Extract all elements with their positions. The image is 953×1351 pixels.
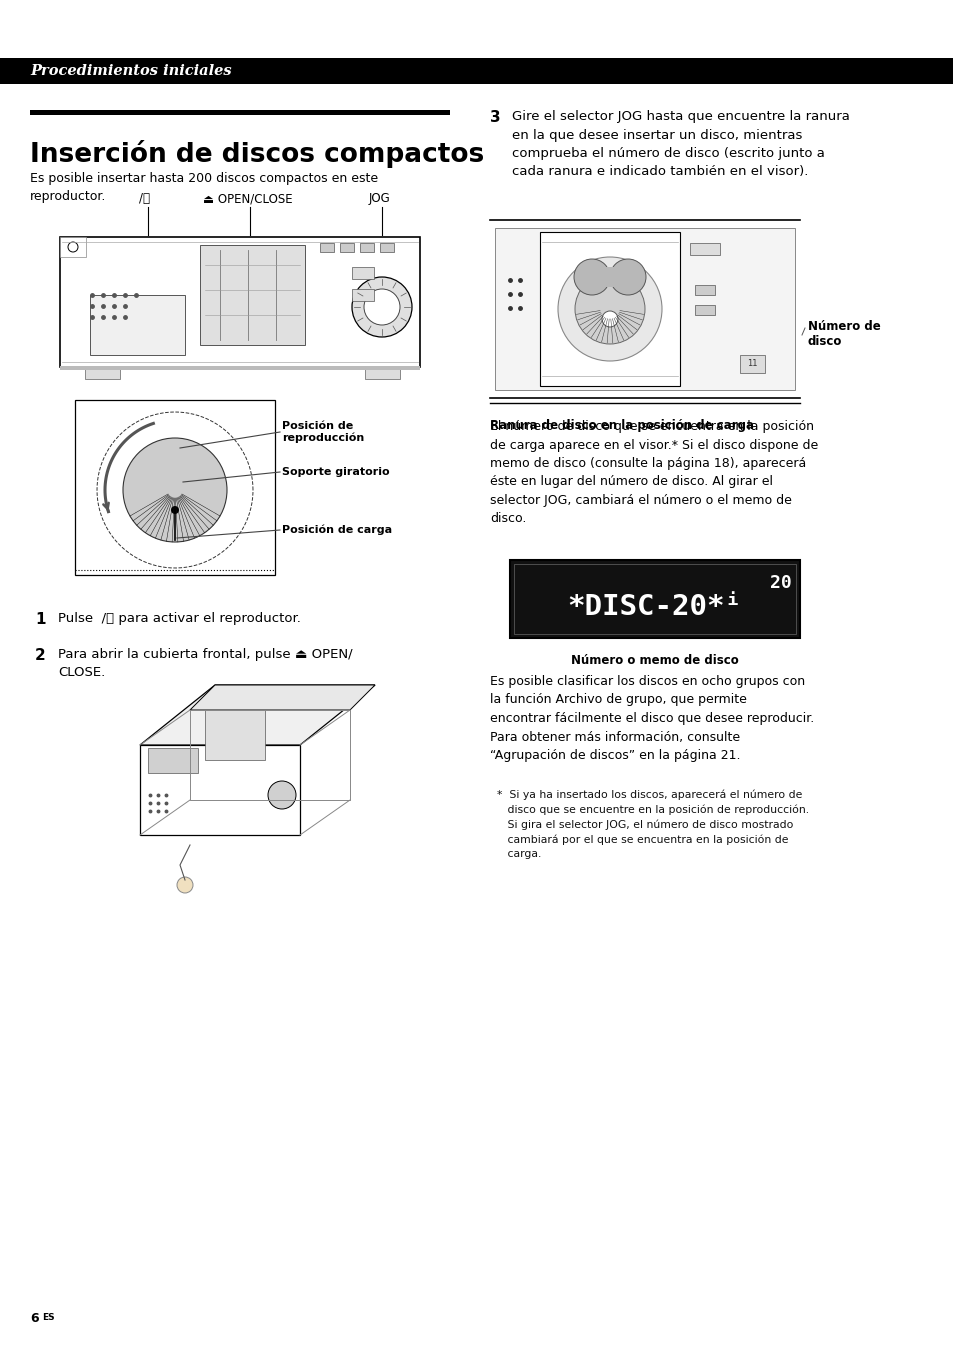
Text: Es posible clasificar los discos en ocho grupos con
la función Archivo de grupo,: Es posible clasificar los discos en ocho…: [490, 676, 814, 762]
Circle shape: [575, 274, 644, 345]
Circle shape: [171, 507, 179, 513]
Circle shape: [609, 259, 645, 295]
Circle shape: [177, 877, 193, 893]
Text: *DISC-20*ⁱ: *DISC-20*ⁱ: [567, 593, 741, 621]
Text: 11: 11: [746, 358, 757, 367]
Bar: [539, 232, 679, 386]
Text: 3: 3: [490, 109, 500, 126]
Circle shape: [268, 781, 295, 809]
Bar: [148, 748, 198, 773]
Bar: [359, 243, 374, 253]
Bar: [695, 285, 714, 295]
Bar: [695, 305, 714, 315]
Bar: [90, 295, 185, 355]
Text: JOG: JOG: [369, 192, 391, 205]
Bar: [495, 228, 794, 390]
Bar: [60, 236, 86, 257]
Text: Posición de carga: Posición de carga: [282, 524, 392, 535]
Text: Soporte giratorio: Soporte giratorio: [282, 467, 389, 477]
Bar: [339, 243, 354, 253]
Text: Inserción de discos compactos: Inserción de discos compactos: [30, 141, 484, 168]
Text: 20: 20: [769, 574, 791, 592]
Bar: [205, 711, 265, 761]
Bar: [379, 243, 394, 253]
Text: /⏻: /⏻: [139, 192, 151, 205]
Bar: [510, 561, 800, 638]
Text: Posición de
reproducción: Posición de reproducción: [282, 422, 364, 443]
Polygon shape: [190, 685, 375, 711]
Bar: [352, 267, 374, 280]
Text: Número o memo de disco: Número o memo de disco: [571, 654, 739, 667]
Bar: [740, 355, 764, 373]
Text: ES: ES: [42, 1313, 54, 1323]
Text: Ranura de disco en la posición de carga: Ranura de disco en la posición de carga: [490, 419, 753, 432]
Text: 2: 2: [35, 648, 46, 663]
Circle shape: [68, 242, 78, 253]
Bar: [365, 369, 399, 380]
Bar: [514, 563, 795, 634]
Polygon shape: [140, 744, 299, 835]
Circle shape: [364, 289, 399, 326]
Bar: [319, 243, 334, 253]
Text: *  Si ya ha insertado los discos, aparecerá el número de
     disco que se encue: * Si ya ha insertado los discos, aparece…: [490, 790, 808, 859]
Text: Gire el selector JOG hasta que encuentre la ranura
en la que desee insertar un d: Gire el selector JOG hasta que encuentre…: [512, 109, 849, 178]
Bar: [0, 58, 953, 84]
Circle shape: [601, 311, 618, 327]
Text: Para abrir la cubierta frontal, pulse ⏏ OPEN/
CLOSE.: Para abrir la cubierta frontal, pulse ⏏ …: [58, 648, 353, 680]
Bar: [592, 267, 627, 286]
Text: El número de disco que se encuentra en la posición
de carga aparece en el visor.: El número de disco que se encuentra en l…: [490, 420, 818, 526]
Bar: [30, 109, 450, 115]
Circle shape: [352, 277, 412, 336]
Bar: [60, 366, 419, 370]
Polygon shape: [140, 685, 375, 744]
Text: 1: 1: [35, 612, 46, 627]
Circle shape: [123, 438, 227, 542]
Bar: [60, 236, 419, 367]
Text: ⏏ OPEN/CLOSE: ⏏ OPEN/CLOSE: [203, 192, 293, 205]
Bar: [75, 400, 274, 576]
Text: 6: 6: [30, 1312, 38, 1325]
Circle shape: [574, 259, 609, 295]
Text: Procedimientos iniciales: Procedimientos iniciales: [30, 63, 232, 78]
Bar: [689, 243, 720, 255]
Circle shape: [558, 257, 661, 361]
Text: Pulse  /⏻ para activar el reproductor.: Pulse /⏻ para activar el reproductor.: [58, 612, 300, 626]
Bar: [85, 369, 120, 380]
Bar: [200, 245, 305, 345]
Text: Es posible insertar hasta 200 discos compactos en este
reproductor.: Es posible insertar hasta 200 discos com…: [30, 172, 377, 203]
Bar: [352, 289, 374, 301]
Text: Número de
disco: Número de disco: [807, 320, 880, 349]
